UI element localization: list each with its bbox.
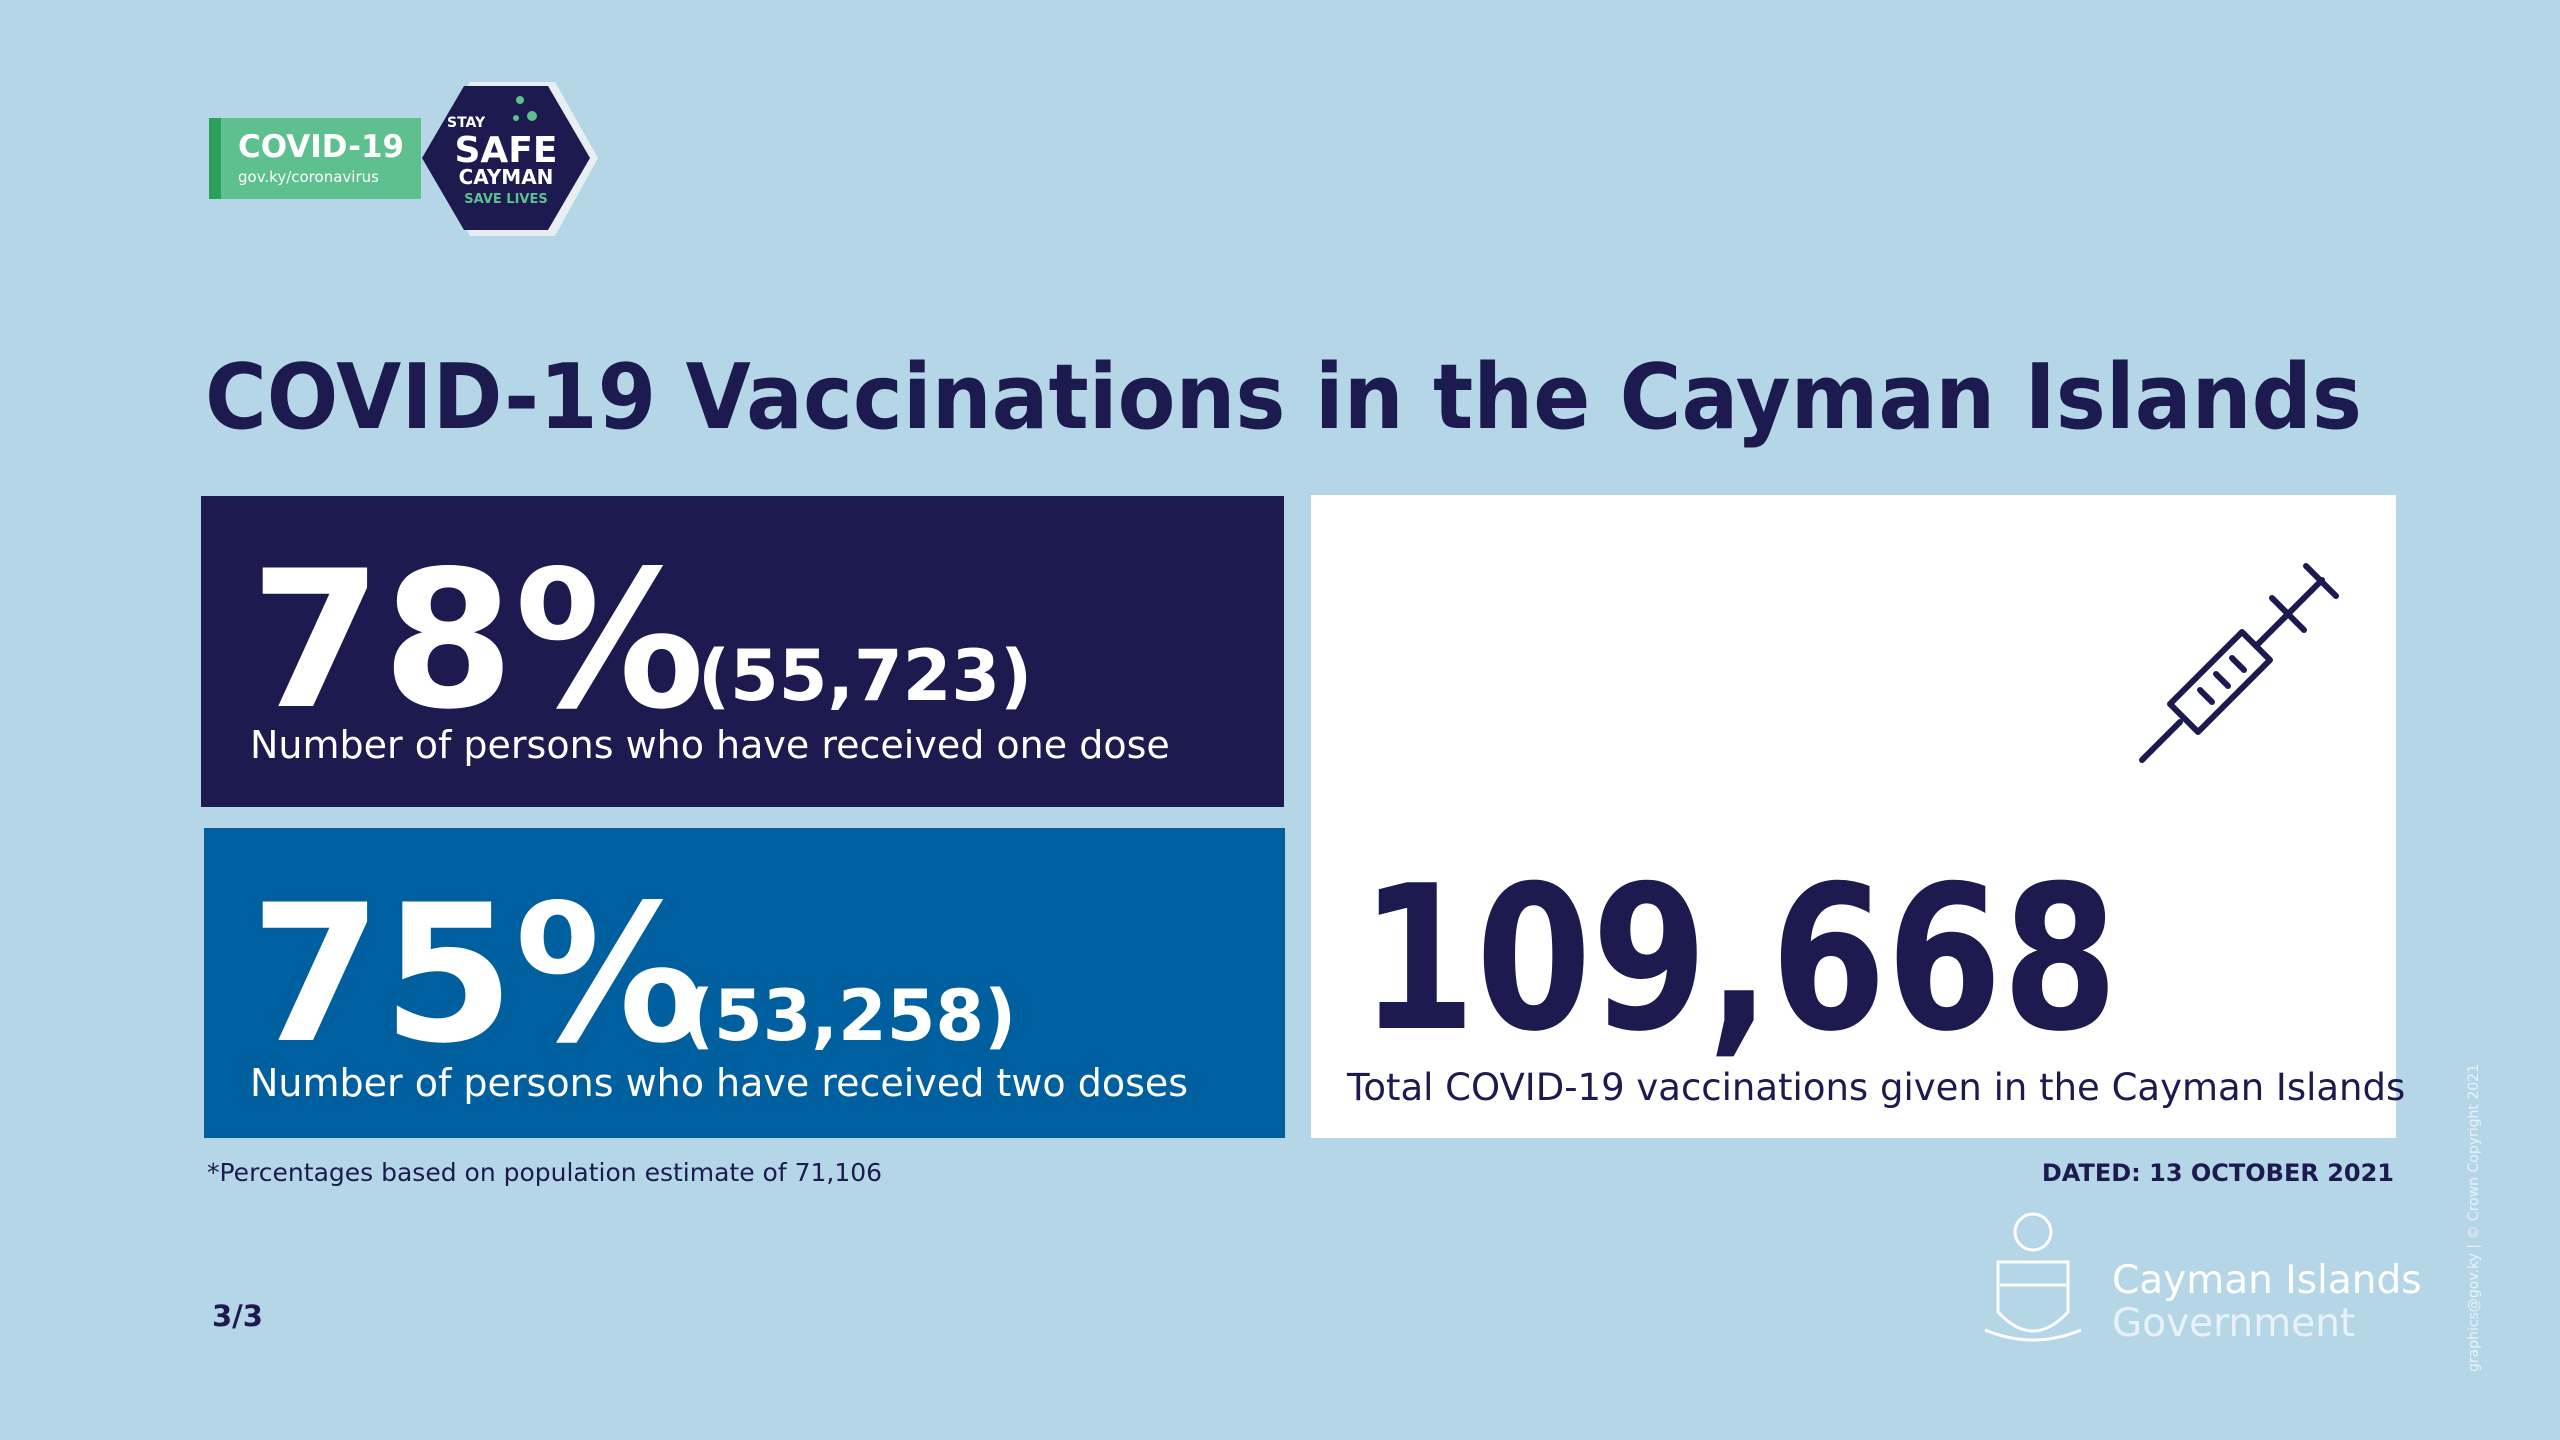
hexagon [422,86,590,230]
stat-box [201,496,1284,807]
title: COVID-19 Vaccinations in the Cayman Isla… [205,345,2362,450]
stat-label: Number of persons who have received one … [250,723,1170,767]
covid-logo: COVID-19 gov.ky/coronavirus STAY SAFE CA… [209,82,598,236]
logo-save: SAVE LIVES [464,192,547,207]
credit: graphics@gov.ky | © Crown Copyright 2021 [2466,1064,2482,1372]
dot [527,111,537,121]
logo-cayman: CAYMAN [459,165,554,189]
total-value: 109,668 [1360,843,2118,1076]
gov-subtitle: Government [2112,1301,2355,1346]
stat-count: (55,723) [698,635,1032,717]
dated: DATED: 13 OCTOBER 2021 [2042,1159,2394,1187]
stat-box [204,828,1285,1138]
logo-bar [221,118,421,199]
total-box [1311,495,2396,1138]
syringe-icon [2139,563,2339,763]
logo-url: gov.ky/coronavirus [238,168,379,186]
stat-percent: 75% [250,864,705,1085]
gov-name: Cayman Islands [2112,1258,2422,1303]
stat-label: Number of persons who have received two … [250,1061,1188,1105]
dot [513,115,519,121]
logo-covid: COVID-19 [238,129,404,165]
page-number: 3/3 [212,1299,263,1333]
crest [1984,1212,2082,1342]
logo-safe: SAFE [455,130,558,171]
stat-percent: 78% [250,530,705,751]
stat-count: (53,258) [682,975,1016,1057]
dot [516,96,524,104]
total-label: Total COVID-19 vaccinations given in the… [1346,1066,2405,1109]
logo-stay: STAY [447,115,486,131]
logo-stripe [209,118,221,199]
footnote: *Percentages based on population estimat… [207,1158,882,1187]
